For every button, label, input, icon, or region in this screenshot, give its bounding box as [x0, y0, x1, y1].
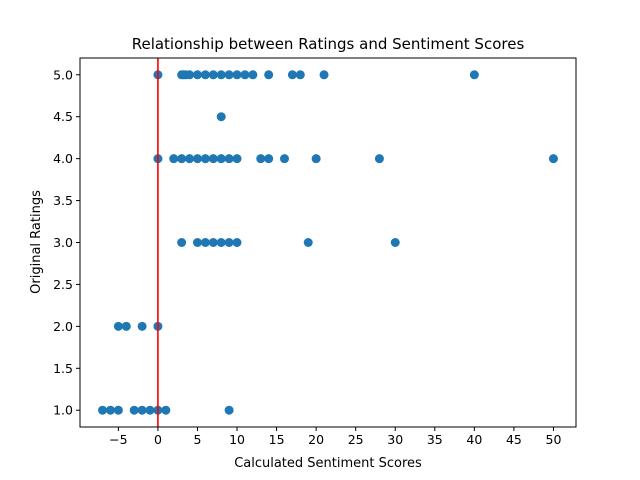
y-tick-label: 1.5 — [53, 361, 73, 376]
scatter-point — [256, 154, 266, 164]
x-axis-title: Calculated Sentiment Scores — [234, 456, 422, 471]
scatter-point — [192, 70, 202, 80]
y-tick-label: 5.0 — [53, 67, 73, 82]
scatter-point — [98, 405, 108, 415]
scatter-point — [224, 405, 234, 415]
y-tick-label: 3.0 — [53, 235, 73, 250]
scatter-point — [177, 238, 187, 247]
scatter-point — [121, 321, 131, 331]
y-axis-ticks: 1.0 1.5 2.0 2.5 3.0 3.5 4.0 4.5 5.0 — [53, 67, 80, 418]
scatter-point — [232, 70, 242, 80]
x-axis-ticks: −5 0 5 10 15 20 25 30 35 40 45 50 — [109, 427, 561, 447]
scatter-point — [129, 405, 139, 415]
x-tick-label: 0 — [154, 432, 162, 447]
scatter-point — [145, 405, 155, 415]
scatter-point — [295, 70, 305, 80]
x-tick-label: 5 — [193, 432, 201, 447]
plot-area-frame — [79, 57, 577, 428]
scatter-point — [216, 238, 226, 247]
y-tick-label: 4.0 — [53, 151, 73, 166]
scatter-point — [192, 238, 202, 247]
data-points — [98, 70, 558, 415]
scatter-point — [264, 70, 274, 80]
scatter-point — [177, 154, 187, 164]
scatter-point — [185, 70, 195, 80]
scatter-point — [548, 154, 558, 164]
scatter-point — [390, 238, 400, 247]
scatter-point — [232, 154, 242, 164]
x-tick-label: −5 — [109, 432, 127, 447]
scatter-point — [264, 154, 274, 164]
y-axis-title: Original Ratings — [29, 190, 44, 294]
y-tick-label: 3.5 — [53, 193, 73, 208]
scatter-point — [208, 154, 218, 164]
scatter-point — [137, 321, 147, 331]
scatter-point — [113, 405, 123, 415]
scatter-point — [169, 154, 179, 164]
scatter-point — [208, 70, 218, 80]
scatter-point — [224, 238, 234, 247]
x-tick-label: 45 — [506, 432, 522, 447]
x-tick-label: 20 — [308, 432, 324, 447]
scatter-point — [216, 154, 226, 164]
y-tick-label: 1.0 — [53, 403, 73, 418]
x-tick-label: 35 — [427, 432, 443, 447]
scatter-point — [185, 154, 195, 164]
x-tick-label: 25 — [348, 432, 364, 447]
x-tick-label: 15 — [269, 432, 285, 447]
scatter-point — [311, 154, 321, 164]
x-tick-label: 10 — [229, 432, 245, 447]
y-tick-label: 2.5 — [53, 277, 73, 292]
chart-title: Relationship between Ratings and Sentime… — [132, 35, 525, 53]
scatter-point — [469, 70, 479, 80]
scatter-point — [224, 70, 234, 80]
scatter-point — [161, 405, 171, 415]
scatter-point — [216, 112, 226, 122]
scatter-point — [113, 321, 123, 331]
y-tick-label: 4.5 — [53, 109, 73, 124]
scatter-point — [232, 238, 242, 247]
scatter-point — [240, 70, 250, 80]
scatter-point — [208, 238, 218, 247]
scatter-point — [224, 154, 234, 164]
x-tick-label: 30 — [387, 432, 403, 447]
scatter-point — [303, 238, 313, 247]
scatter-point — [200, 154, 210, 164]
scatter-point — [319, 70, 329, 80]
x-tick-label: 50 — [546, 432, 562, 447]
scatter-point — [200, 70, 210, 80]
scatter-point — [137, 405, 147, 415]
scatter-point — [200, 238, 210, 247]
scatter-point — [279, 154, 289, 164]
scatter-point — [216, 70, 226, 80]
scatter-point — [192, 154, 202, 164]
scatter-point — [287, 70, 297, 80]
scatter-point — [374, 154, 384, 164]
scatter-point — [105, 405, 115, 415]
x-tick-label: 40 — [466, 432, 482, 447]
y-tick-label: 2.0 — [53, 319, 73, 334]
scatter-point — [248, 70, 258, 80]
